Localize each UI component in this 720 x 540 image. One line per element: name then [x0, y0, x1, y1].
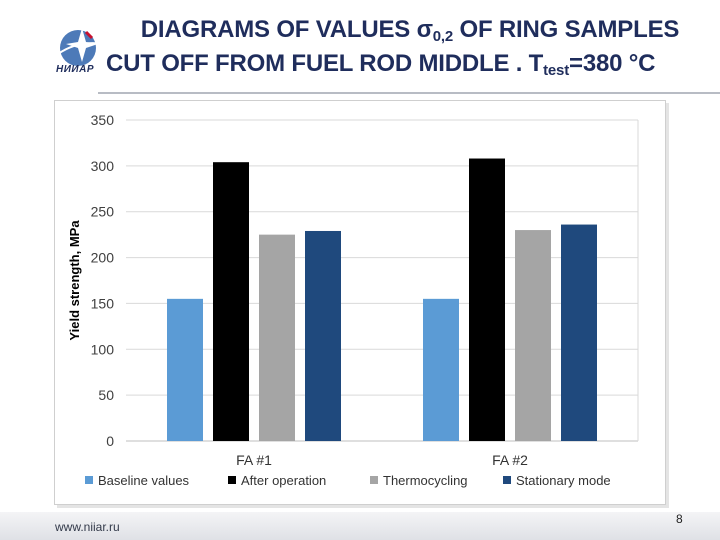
legend-swatch — [85, 476, 93, 484]
yield-strength-chart: 0 50 100 150 200 250 300 350 Yield strength, MPa… — [67, 112, 639, 488]
legend-swatch — [228, 476, 236, 484]
legend-label: After operation — [241, 473, 326, 488]
footer-bar — [0, 512, 720, 540]
y-tick-label: 0 — [106, 433, 114, 449]
legend-swatch — [503, 476, 511, 484]
legend-label: Baseline values — [98, 473, 190, 488]
y-tick-label: 50 — [98, 387, 114, 403]
sigma-symbol: σ — [416, 16, 433, 43]
legend-swatch — [370, 476, 378, 484]
x-category-label: FA #2 — [492, 452, 528, 468]
legend-label: Thermocycling — [383, 473, 468, 488]
page-title-line-1: DIAGRAMS OF VALUES σ0,2 OF RING SAMPLES — [140, 16, 680, 45]
niiar-logo-icon — [57, 28, 105, 66]
chart-frame: 0 50 100 150 200 250 300 350 Yield strength, MPa… — [54, 100, 666, 505]
bar — [213, 162, 249, 441]
header-divider — [98, 92, 720, 94]
y-axis-label: Yield strength, MPa — [67, 220, 82, 341]
t-subscript: test — [543, 62, 569, 79]
page-title-line-2: CUT OFF FROM FUEL ROD MIDDLE . Ttest=380… — [106, 50, 656, 79]
bar — [469, 158, 505, 441]
y-tick-label: 300 — [91, 158, 115, 174]
sigma-subscript: 0,2 — [432, 28, 454, 45]
x-category-label: FA #1 — [236, 452, 272, 468]
bar — [515, 230, 551, 441]
bar — [259, 234, 295, 441]
bar — [423, 298, 459, 441]
y-tick-label: 350 — [91, 112, 115, 128]
bar — [305, 230, 341, 441]
y-tick-label: 200 — [91, 250, 115, 266]
legend-label: Stationary mode — [516, 473, 611, 488]
y-tick-label: 100 — [91, 341, 115, 357]
page-number: 8 — [676, 512, 683, 526]
footer-url: www.niiar.ru — [55, 520, 120, 534]
logo-text: НИИАР — [56, 64, 94, 75]
y-tick-label: 150 — [91, 295, 115, 311]
y-tick-label: 250 — [91, 204, 115, 220]
bar — [561, 224, 597, 441]
bar — [167, 298, 203, 441]
